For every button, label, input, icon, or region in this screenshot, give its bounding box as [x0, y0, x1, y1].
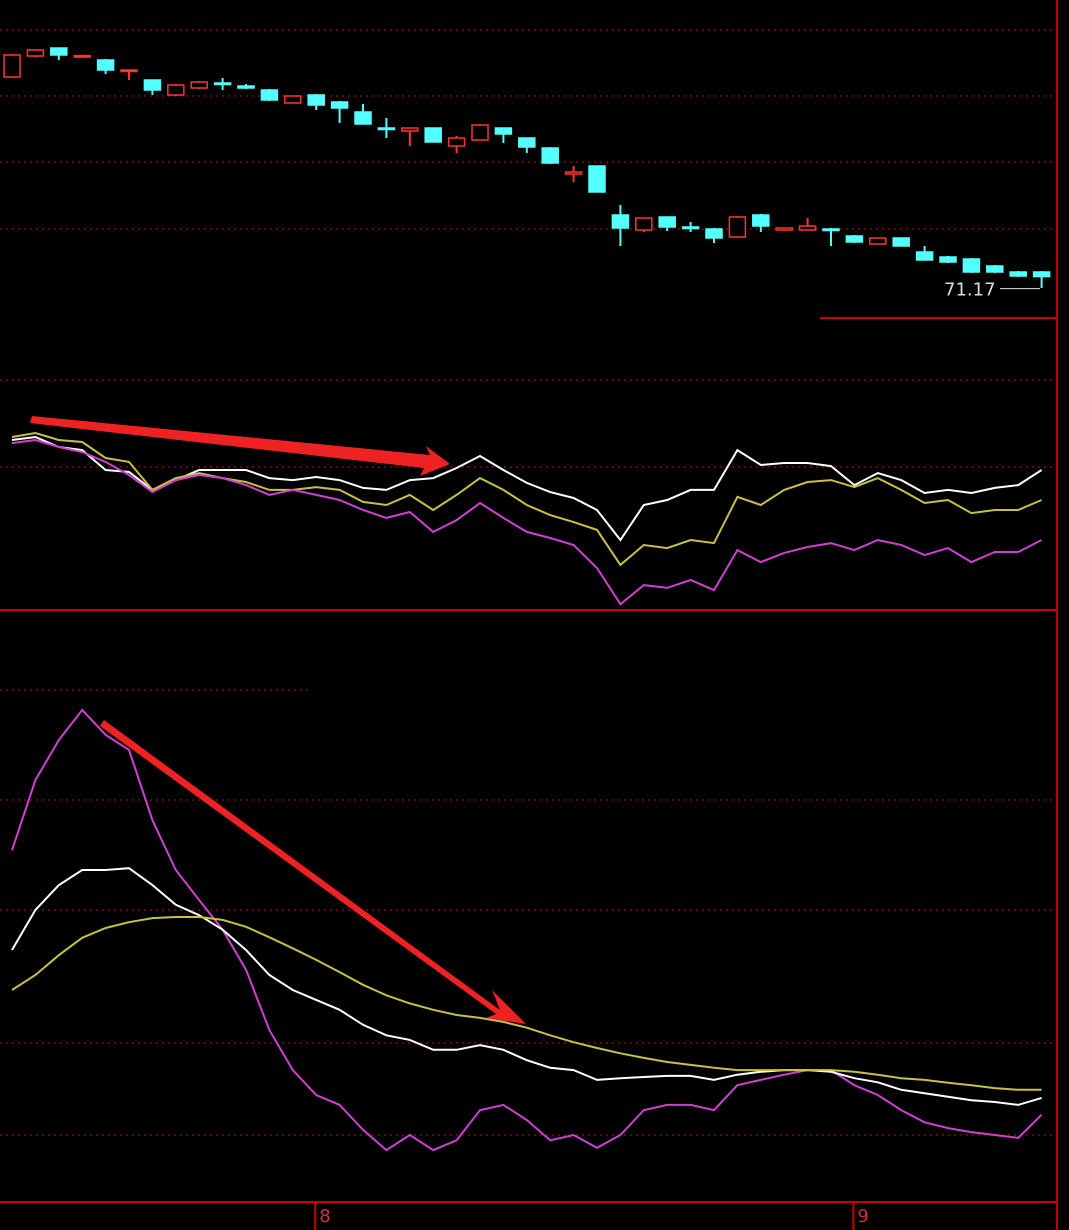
- candle-body: [494, 127, 513, 135]
- candle-body: [635, 217, 653, 231]
- candle-body: [1032, 271, 1051, 278]
- candle-body: [424, 127, 442, 143]
- candle-body: [892, 237, 910, 247]
- candle-body: [588, 165, 606, 193]
- candle-body: [260, 89, 279, 101]
- candle-body: [3, 54, 21, 78]
- candle-body: [611, 214, 630, 229]
- last-price-label: 71.17: [944, 280, 996, 301]
- candle-body: [237, 85, 255, 89]
- candle-body: [447, 137, 466, 147]
- annotation-arrows: [30, 416, 526, 1024]
- candle-body: [518, 137, 536, 148]
- candle-body: [213, 82, 232, 86]
- candle-body: [190, 81, 208, 89]
- candle-body: [1009, 271, 1027, 277]
- candle-body: [705, 228, 723, 239]
- candle-body: [869, 237, 887, 245]
- indicator-line: [11, 867, 1042, 1106]
- candle-body: [728, 216, 747, 238]
- candle-body: [752, 214, 770, 227]
- candle-body: [915, 251, 934, 261]
- candle-body: [120, 69, 138, 73]
- candle-body: [962, 258, 981, 273]
- candle-body: [143, 79, 162, 91]
- candle-body: [354, 111, 372, 125]
- candle-body: [307, 94, 325, 106]
- candle-body: [986, 265, 1004, 273]
- plot: 71.17 8 9: [3, 47, 1051, 1230]
- candle-body: [167, 84, 185, 96]
- candle-body: [775, 227, 793, 231]
- candle-body: [939, 256, 957, 263]
- candle-body: [822, 228, 840, 232]
- candle-body: [377, 127, 396, 131]
- indicator-line: [11, 916, 1042, 1091]
- candle-body: [658, 216, 676, 228]
- candle-body: [681, 226, 700, 230]
- candle-body: [50, 47, 68, 56]
- candle-body: [73, 54, 91, 58]
- candle-body: [284, 95, 302, 104]
- indicator-line: [11, 431, 1042, 567]
- indicator-line: [11, 438, 1043, 606]
- candle-body: [96, 59, 115, 71]
- candle-body: [564, 171, 583, 175]
- x-tick-label: 8: [319, 1206, 330, 1227]
- x-tick-label: 9: [857, 1206, 868, 1227]
- candle-body: [845, 235, 864, 243]
- candle-body: [26, 49, 45, 57]
- candle-body: [798, 225, 817, 231]
- candle-body: [541, 147, 559, 164]
- grid-lines: [0, 29, 1057, 1136]
- candle-body: [330, 101, 349, 109]
- indicator-line: [11, 708, 1043, 1152]
- candle-body: [401, 127, 419, 132]
- candle-body: [471, 124, 489, 141]
